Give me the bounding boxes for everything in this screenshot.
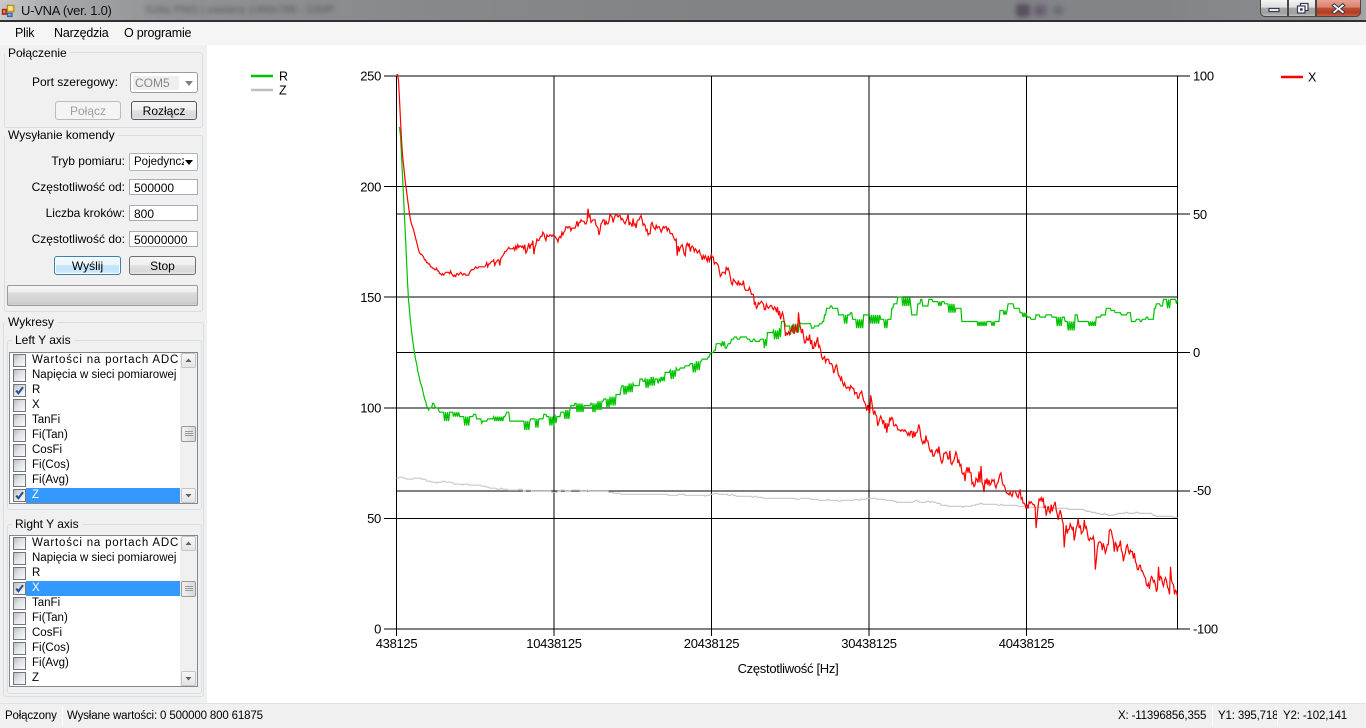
- svg-text:Z: Z: [279, 84, 287, 98]
- svg-text:X: X: [1308, 71, 1317, 85]
- svg-text:10438125: 10438125: [526, 636, 582, 651]
- svg-text:50: 50: [1193, 207, 1207, 222]
- svg-text:-100: -100: [1193, 622, 1218, 637]
- svg-text:0: 0: [374, 622, 381, 637]
- svg-text:-50: -50: [1193, 483, 1211, 498]
- svg-text:200: 200: [360, 179, 381, 194]
- svg-text:250: 250: [360, 69, 381, 84]
- svg-text:20438125: 20438125: [684, 636, 740, 651]
- svg-text:438125: 438125: [376, 636, 418, 651]
- svg-text:50: 50: [367, 511, 381, 526]
- svg-text:40438125: 40438125: [999, 636, 1055, 651]
- svg-text:100: 100: [360, 401, 381, 416]
- svg-text:R: R: [279, 70, 288, 84]
- svg-text:0: 0: [1193, 345, 1200, 360]
- svg-text:Częstotliwość [Hz]: Częstotliwość [Hz]: [738, 661, 839, 676]
- svg-text:30438125: 30438125: [841, 636, 897, 651]
- svg-text:150: 150: [360, 290, 381, 305]
- svg-text:100: 100: [1193, 69, 1214, 84]
